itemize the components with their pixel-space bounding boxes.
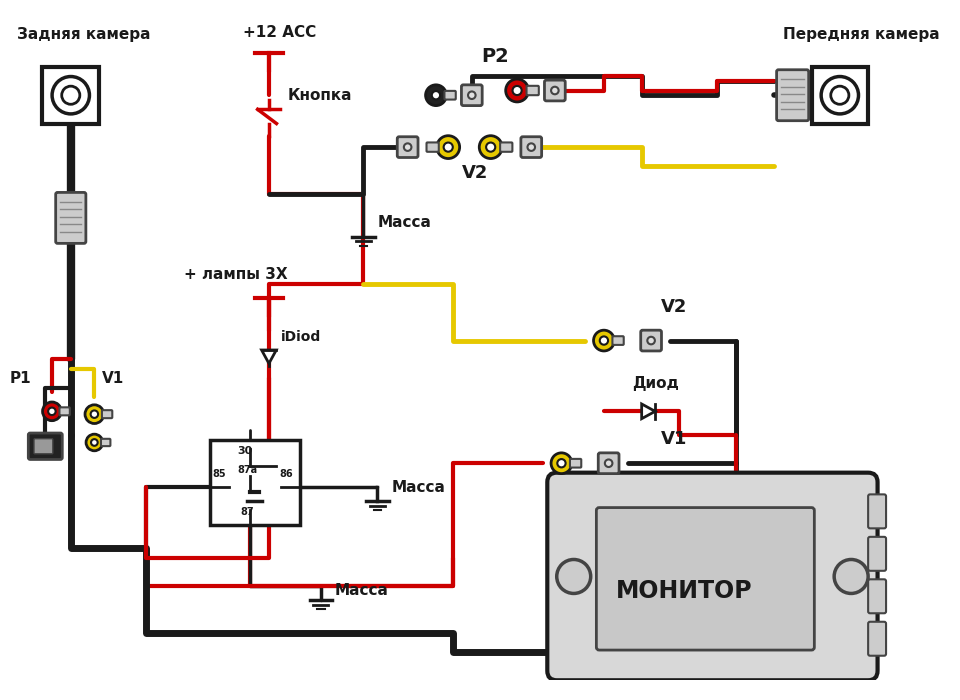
FancyBboxPatch shape [462, 85, 482, 106]
FancyBboxPatch shape [777, 70, 808, 120]
FancyBboxPatch shape [56, 193, 85, 244]
Circle shape [551, 87, 559, 94]
Text: P2: P2 [481, 47, 509, 66]
Circle shape [404, 144, 412, 151]
Circle shape [90, 410, 98, 418]
Text: Масса: Масса [377, 216, 431, 230]
FancyBboxPatch shape [612, 336, 624, 345]
Circle shape [48, 407, 56, 415]
Text: 86: 86 [279, 470, 293, 480]
Circle shape [647, 337, 655, 344]
Text: + лампы 3X: + лампы 3X [184, 267, 288, 282]
Circle shape [444, 143, 453, 152]
Polygon shape [641, 404, 655, 419]
FancyBboxPatch shape [102, 410, 112, 418]
Circle shape [557, 559, 590, 594]
FancyBboxPatch shape [28, 433, 62, 459]
Text: V1: V1 [660, 430, 687, 449]
Circle shape [52, 76, 89, 114]
FancyBboxPatch shape [101, 439, 110, 446]
FancyBboxPatch shape [868, 622, 886, 656]
FancyBboxPatch shape [397, 136, 418, 158]
Text: Задняя камера: Задняя камера [17, 27, 151, 41]
Bar [42, 67, 99, 123]
FancyBboxPatch shape [526, 86, 539, 95]
FancyBboxPatch shape [426, 142, 439, 152]
Circle shape [830, 86, 849, 104]
Circle shape [479, 136, 502, 158]
FancyBboxPatch shape [868, 537, 886, 570]
Text: 87: 87 [241, 507, 254, 517]
FancyBboxPatch shape [444, 91, 456, 99]
FancyBboxPatch shape [596, 508, 814, 650]
Bar [811, 67, 868, 123]
Text: V1: V1 [102, 371, 124, 386]
FancyBboxPatch shape [500, 142, 513, 152]
Circle shape [551, 453, 572, 474]
Circle shape [834, 559, 868, 594]
Circle shape [91, 439, 98, 446]
FancyBboxPatch shape [521, 136, 541, 158]
Text: V2: V2 [660, 298, 687, 316]
FancyBboxPatch shape [544, 80, 565, 101]
FancyBboxPatch shape [60, 407, 70, 415]
Text: Масса: Масса [335, 583, 389, 598]
Circle shape [600, 337, 608, 344]
Circle shape [527, 144, 535, 151]
FancyBboxPatch shape [868, 580, 886, 613]
FancyBboxPatch shape [598, 453, 619, 474]
Circle shape [42, 402, 61, 421]
Text: Кнопка: Кнопка [288, 88, 352, 103]
Circle shape [506, 79, 529, 102]
FancyBboxPatch shape [34, 439, 53, 454]
Text: 30: 30 [238, 446, 253, 456]
Circle shape [85, 405, 104, 424]
FancyBboxPatch shape [547, 473, 877, 680]
Text: МОНИТОР: МОНИТОР [615, 579, 753, 603]
Text: Передняя камера: Передняя камера [783, 27, 940, 41]
Circle shape [437, 136, 460, 158]
Circle shape [468, 92, 475, 99]
Circle shape [86, 434, 103, 451]
Bar [210, 440, 300, 524]
Circle shape [513, 86, 521, 95]
Circle shape [486, 143, 495, 152]
FancyBboxPatch shape [640, 330, 661, 351]
Circle shape [821, 76, 858, 114]
Text: V2: V2 [463, 164, 489, 182]
FancyBboxPatch shape [868, 494, 886, 528]
Circle shape [425, 85, 446, 106]
Text: P1: P1 [10, 371, 31, 386]
Circle shape [432, 91, 440, 99]
Text: Диод: Диод [633, 376, 679, 391]
Circle shape [558, 459, 565, 468]
Text: iDiod: iDiod [281, 330, 322, 344]
Text: Масса: Масса [392, 480, 445, 494]
Circle shape [61, 86, 80, 104]
Text: 87a: 87a [238, 465, 258, 475]
Text: +12 ACC: +12 ACC [244, 25, 317, 40]
Text: 85: 85 [212, 470, 226, 480]
Circle shape [605, 459, 612, 467]
Polygon shape [261, 350, 276, 363]
FancyBboxPatch shape [570, 459, 581, 468]
Circle shape [593, 330, 614, 351]
